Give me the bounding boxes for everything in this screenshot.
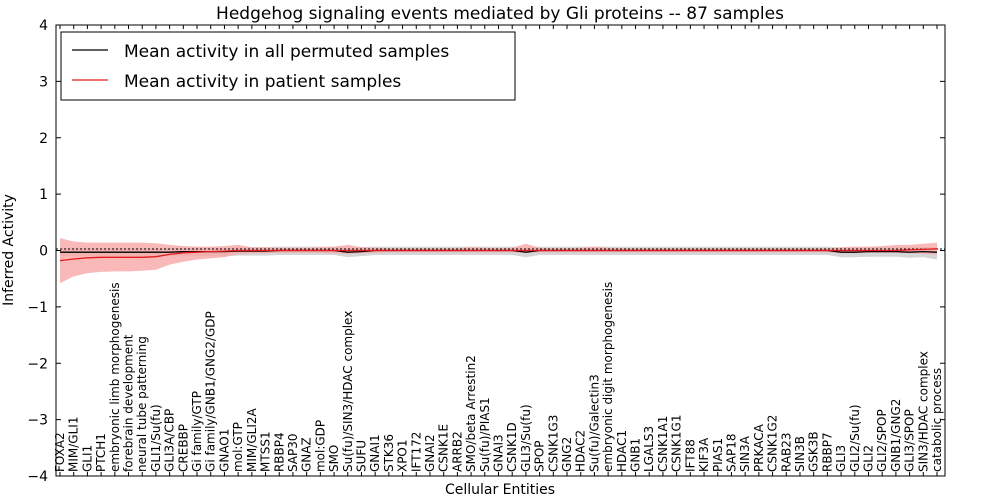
x-tick-label: SAP18 [725,433,739,472]
y-tick-label: −3 [27,413,48,429]
x-tick-label: SMO/beta Arrestin2 [464,355,478,472]
x-tick-label: GNB1/GNG2 [889,399,903,472]
x-tick-label: CSNK1G3 [546,415,560,472]
x-tick-label: MIM/GLI1 [67,417,81,472]
x-tick-label: CSNK1E [437,424,451,472]
chart-title: Hedgehog signaling events mediated by Gl… [216,4,784,24]
x-axis-label: Cellular Entities [445,482,555,498]
x-tick-label: IFT88 [683,439,697,472]
x-tick-label: mol:GTP [231,422,245,472]
x-tick-label: Su(fu)/Galectin3 [587,374,601,472]
x-tick-label: MIM/GLI2A [245,408,259,472]
x-tick-label: SIN3/HDAC complex [916,351,930,472]
confidence-bands [60,238,937,284]
x-tick-label: GLI2/SPOP [875,409,889,472]
x-tick-label: GLI3/SPOP [903,409,917,472]
x-tick-label: GLI2 [862,445,876,472]
x-tick-label: RBBP7 [820,432,834,472]
x-tick-label: KIF3A [697,437,711,472]
x-tick-label: PTCH1 [94,433,108,472]
x-tick-label: mol:GDP [313,420,327,472]
x-tick-label: CSNK1A1 [656,416,670,472]
y-tick-label: −1 [27,300,48,316]
x-tick-label: Gi family/GTP [190,391,204,472]
x-tick-label: GNAI1 [368,434,382,472]
legend-label-permuted: Mean activity in all permuted samples [124,42,449,62]
x-tick-label: SIN3B [793,436,807,472]
x-tick-label: FOXA2 [53,432,67,472]
x-tick-label: GLI3/Su(fu) [519,404,533,472]
x-tick-label: XPO1 [396,439,410,472]
x-tick-label: CSNK1D [505,422,519,472]
x-tick-label: SIN3A [738,435,752,472]
x-tick-label: embryonic limb morphogenesis [108,282,122,472]
x-tick-label: HDAC2 [574,430,588,472]
x-tick-label: GNG2 [560,437,574,472]
series-lines [59,248,938,262]
x-tick-label: neural tube patterning [135,336,149,472]
legend: Mean activity in all permuted samples Me… [60,31,516,101]
x-tick-label: ARRB2 [450,431,464,472]
x-tick-label: forebrain development [122,334,136,472]
x-tick-label: IFT172 [409,432,423,472]
x-tick-label: Su(fu)/SIN3/HDAC complex [341,311,355,472]
x-tick-label: SUFU [355,440,369,472]
x-tick-label: RBBP4 [272,432,286,472]
x-tick-label: catabolic process [930,368,944,472]
y-tick-label: 3 [39,74,48,90]
y-axis: −4 −3 −2 −1 0 1 2 3 4 [27,18,945,485]
legend-label-patient: Mean activity in patient samples [124,72,401,92]
legend-frame [60,31,516,101]
x-tick-label: GLI3A/CBP [163,409,177,472]
x-tick-label: PRKACA [752,423,766,472]
series-band-1 [60,238,937,284]
x-tick-label: PIAS1 [711,438,725,472]
x-tick-label: GLI3 [834,445,848,472]
x-tick-label: GNAI2 [423,434,437,472]
x-tick-label: GNAZ [300,437,314,472]
x-tick-label: GNAI3 [492,434,506,472]
x-tick-label: GLI2/Su(fu) [848,404,862,472]
y-tick-label: 1 [39,187,48,203]
x-tick-label: GSK3B [807,431,821,472]
y-tick-label: 0 [39,244,48,260]
x-tick-label: CSNK1G2 [766,415,780,472]
x-tick-label: CREBBP [176,424,190,472]
x-tick-label: SAP30 [286,433,300,472]
y-axis-label: Inferred Activity [1,194,17,306]
x-tick-label: embryonic digit morphogenesis [601,282,615,472]
x-tick-label: GLI1/Su(fu) [149,404,163,472]
x-tick-label: RAB23 [779,432,793,472]
x-tick-label: SPOP [533,440,547,472]
x-tick-label: Gi family/GNB1/GNG2/GDP [204,311,218,472]
y-tick-label: 4 [39,18,48,34]
y-tick-label: 2 [39,131,48,147]
series-line-1 [59,248,938,262]
x-tick-label: GLI1 [80,445,94,472]
x-tick-label: STK36 [382,434,396,472]
x-tick-label: SMO [327,445,341,472]
x-tick-label: Su(fu)/PIAS1 [478,397,492,472]
x-tick-label: GNAO1 [217,429,231,472]
x-tick-label: HDAC1 [615,430,629,472]
y-tick-label: −4 [27,469,48,485]
x-tick-label: CSNK1G1 [670,415,684,472]
x-tick-label: GNB1 [629,438,643,472]
x-axis: FOXA2 MIM/GLI1 GLI1 PTCH1 embryonic limb mor… [53,25,944,476]
y-tick-label: −2 [27,356,48,372]
x-tick-label: MTSS1 [259,431,273,472]
x-tick-label: LGALS3 [642,426,656,472]
